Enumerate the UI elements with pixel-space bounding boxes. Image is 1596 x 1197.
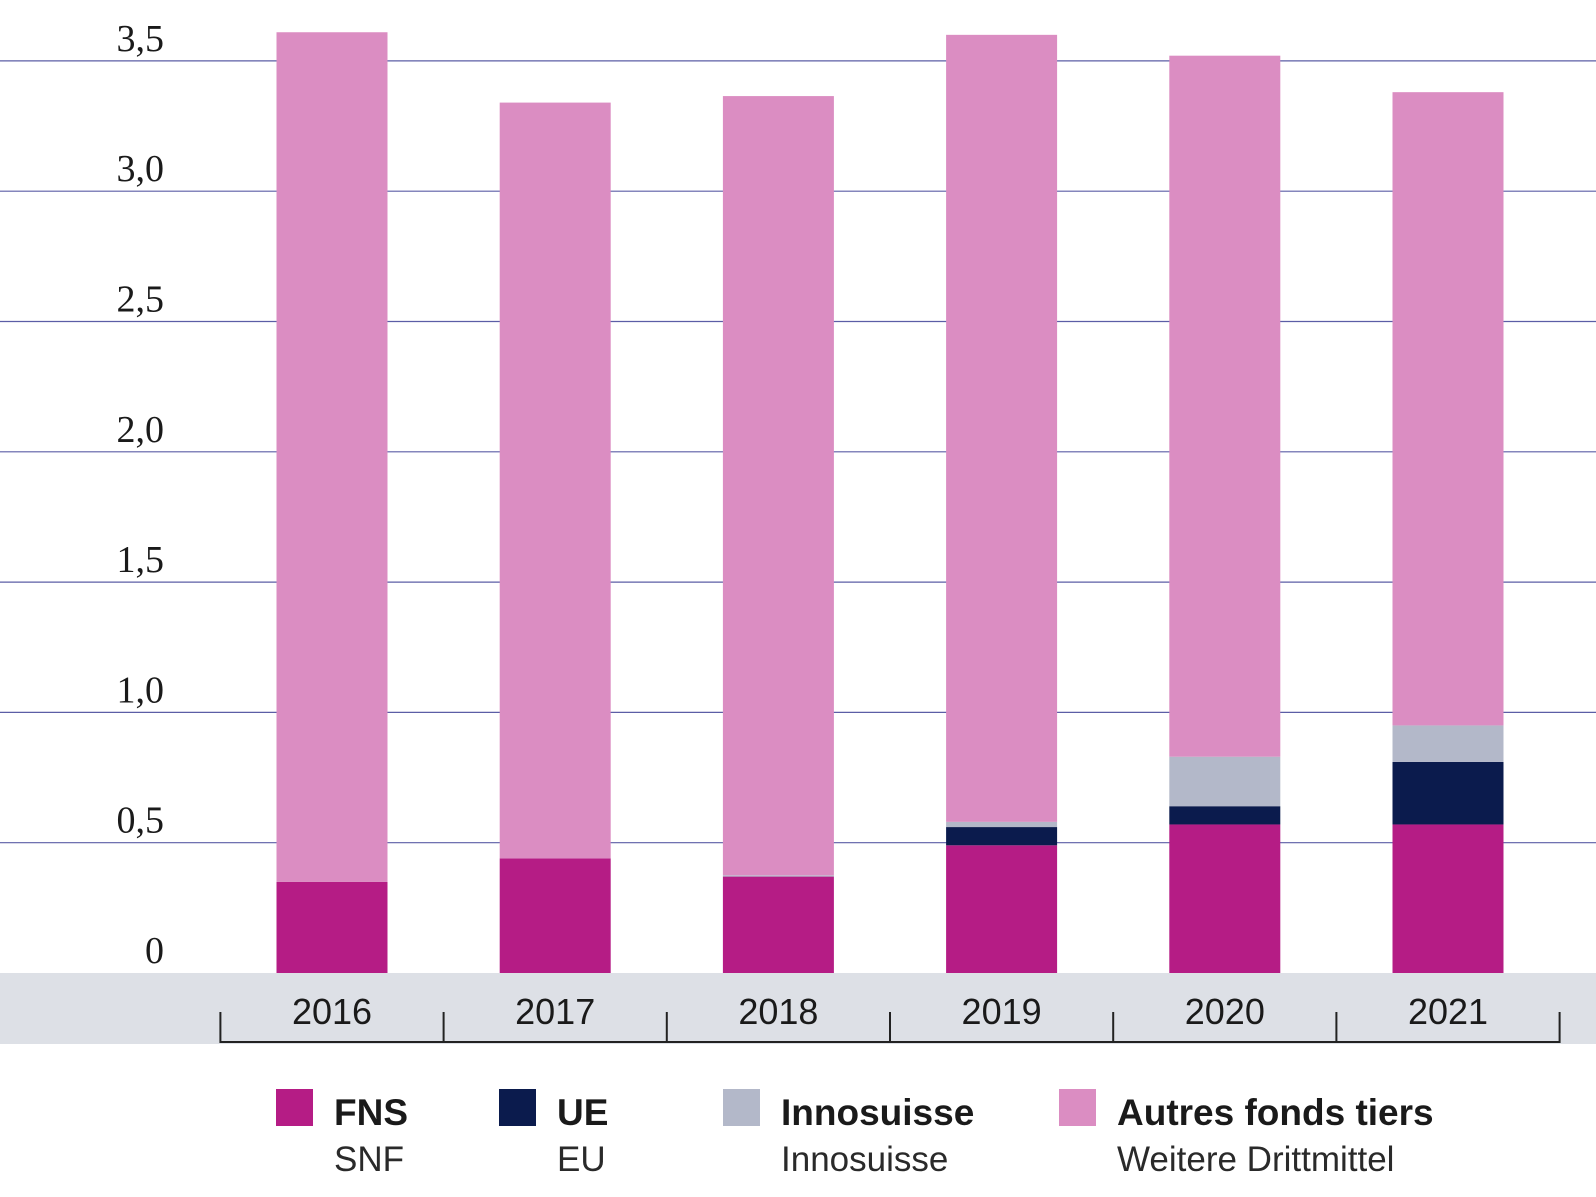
legend-swatch xyxy=(723,1089,760,1126)
x-axis-band xyxy=(0,973,1596,1044)
bar-segment-innosuisse xyxy=(946,821,1058,828)
bar-segment-innosuisse xyxy=(722,875,834,877)
bar-segment-fns xyxy=(1169,824,1281,973)
legend-item-innosuisse: Innosuisse Innosuisse xyxy=(723,1089,974,1179)
legend-swatch xyxy=(276,1089,313,1126)
legend-label: Innosuisse xyxy=(781,1092,974,1133)
bar-segment-innosuisse xyxy=(1392,725,1504,762)
bar-segment-fns xyxy=(499,858,611,973)
legend-sublabel: Innosuisse xyxy=(781,1140,948,1179)
bars xyxy=(276,32,1504,973)
x-tick-label: 2018 xyxy=(738,991,818,1032)
x-axis: 2016 2017 2018 2019 2020 2021 xyxy=(219,991,1561,1043)
y-tick-label: 3,5 xyxy=(117,18,165,60)
legend-swatch xyxy=(499,1089,536,1126)
legend-swatch xyxy=(1059,1089,1096,1126)
bar-segment-fns xyxy=(1392,824,1504,973)
legend-sublabel: Weitere Drittmittel xyxy=(1117,1140,1394,1179)
legend-sublabel: SNF xyxy=(334,1140,404,1179)
legend-item-fns: FNS SNF xyxy=(276,1089,408,1179)
bar-segment-autres-fonds-tiers xyxy=(946,34,1058,822)
legend-label: FNS xyxy=(334,1092,408,1133)
legend-label: UE xyxy=(557,1092,608,1133)
bar-segment-ue xyxy=(1169,806,1281,825)
legend-label: Autres fonds tiers xyxy=(1117,1092,1434,1133)
bar-segment-ue xyxy=(1392,761,1504,825)
bar-segment-autres-fonds-tiers xyxy=(276,32,388,882)
x-tick-label: 2017 xyxy=(515,991,595,1032)
bar-segment-ue xyxy=(946,827,1058,846)
y-tick-label: 2,5 xyxy=(117,279,165,321)
y-tick-label: 3,0 xyxy=(117,148,165,190)
legend: FNS SNF UE EU Innosuisse Innosuisse Autres fon… xyxy=(276,1089,1434,1179)
x-tick-label: 2021 xyxy=(1408,991,1488,1032)
y-tick-label: 1,5 xyxy=(117,539,165,581)
y-tick-label: 0,5 xyxy=(117,800,165,842)
bar-segment-autres-fonds-tiers xyxy=(499,102,611,859)
legend-item-ue: UE EU xyxy=(499,1089,608,1179)
bar-segment-fns xyxy=(276,881,388,973)
y-tick-label: 2,0 xyxy=(117,409,165,451)
bar-segment-autres-fonds-tiers xyxy=(722,96,834,876)
x-tick-label: 2020 xyxy=(1185,991,1265,1032)
x-axis-band-bg xyxy=(0,973,1596,1044)
bar-segment-autres-fonds-tiers xyxy=(1392,92,1504,726)
bar-segment-fns xyxy=(946,845,1058,973)
legend-item-autres-fonds-tiers: Autres fonds tiers Weitere Drittmittel xyxy=(1059,1089,1434,1179)
y-axis: 0 0,5 1,0 1,5 2,0 2,5 3,0 3,5 xyxy=(117,18,165,972)
bar-segment-fns xyxy=(722,876,834,973)
y-tick-label: 1,0 xyxy=(117,669,165,711)
bar-segment-autres-fonds-tiers xyxy=(1169,55,1281,757)
bar-segment-innosuisse xyxy=(1169,756,1281,807)
legend-sublabel: EU xyxy=(557,1140,606,1179)
x-tick-label: 2016 xyxy=(292,991,372,1032)
x-tick-label: 2019 xyxy=(962,991,1042,1032)
y-tick-label: 0 xyxy=(145,930,164,972)
